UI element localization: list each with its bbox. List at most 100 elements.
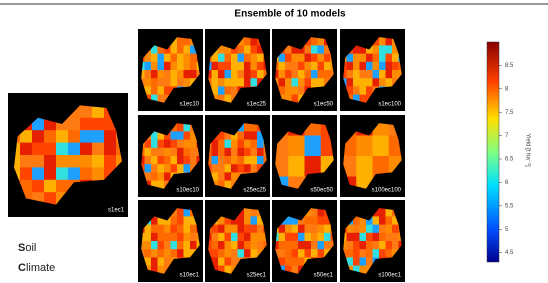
map-cell — [353, 54, 360, 63]
map-cell — [44, 130, 57, 143]
map-cell — [177, 37, 184, 46]
map-cell — [238, 249, 245, 258]
panel-label: s100ec100 — [372, 188, 402, 194]
map-cell — [212, 249, 219, 258]
map-cell — [360, 86, 367, 95]
map-cell — [104, 143, 117, 156]
map-cell — [279, 62, 286, 71]
map-cell — [373, 62, 380, 71]
map-cell — [225, 233, 232, 242]
map-cell — [360, 257, 367, 266]
map-cell — [298, 70, 305, 79]
map-cell — [360, 62, 367, 71]
map-cell — [151, 241, 158, 250]
map-cell — [68, 167, 81, 180]
map-cell — [251, 45, 258, 54]
map-cell — [244, 45, 251, 54]
map-cell — [353, 241, 360, 250]
map-cell — [244, 54, 251, 63]
map-cell — [244, 233, 251, 242]
map-cell — [104, 155, 117, 168]
map-cell — [347, 62, 354, 71]
map-cell — [225, 54, 232, 63]
map-cell — [44, 155, 57, 168]
colorbar-tick-label: 5.5 — [505, 203, 514, 209]
map-cell — [225, 249, 232, 258]
map-cell — [231, 241, 238, 250]
map-cell — [231, 54, 238, 63]
map-cell — [366, 54, 373, 63]
map-cell — [171, 249, 178, 258]
map-panel: s1ec100 — [340, 29, 406, 112]
map-cell — [212, 70, 219, 79]
map-cell — [373, 136, 390, 157]
map-cell — [356, 136, 373, 157]
map-cell — [151, 54, 158, 63]
map-cell — [324, 241, 331, 250]
map-cell — [212, 164, 219, 173]
map-cell — [244, 37, 251, 46]
figure-canvas: Ensemble of 10 models Yield [t ha⁻¹] s1e… — [0, 0, 548, 283]
map-cell — [104, 130, 117, 143]
map-cell — [318, 249, 325, 258]
map-cell — [145, 249, 152, 258]
map-cell — [32, 167, 45, 180]
map-cell — [285, 62, 292, 71]
map-cell — [212, 78, 219, 87]
map-cell — [68, 118, 81, 131]
map-cell — [92, 143, 105, 156]
map-cell — [392, 62, 399, 71]
map-cell — [184, 78, 191, 87]
map-cell — [292, 70, 299, 79]
map-cell — [218, 148, 225, 157]
map-cell — [318, 225, 325, 234]
map-cell — [231, 148, 238, 157]
map-cell — [366, 70, 373, 79]
map-cell — [164, 54, 171, 63]
map-cell — [238, 45, 245, 54]
map-cell — [218, 249, 225, 258]
map-cell — [145, 78, 152, 87]
map-cell — [218, 86, 225, 95]
map-cell — [392, 70, 399, 79]
map-cell — [251, 62, 258, 71]
map-cell — [285, 257, 292, 266]
map-cell — [151, 78, 158, 87]
map-cell — [373, 225, 380, 234]
map-cell — [324, 70, 331, 79]
map-cell — [305, 225, 312, 234]
map-cell — [171, 241, 178, 250]
map-cell — [292, 249, 299, 258]
map-cell — [311, 37, 318, 46]
map-cell — [360, 54, 367, 63]
map-cell — [171, 70, 178, 79]
map-cell — [177, 216, 184, 225]
map-cell — [353, 249, 360, 258]
map-cell — [244, 216, 251, 225]
map-cell — [158, 225, 165, 234]
map-cell — [145, 233, 152, 242]
map-cell — [244, 140, 251, 149]
panel-label: s100ec1 — [378, 273, 401, 279]
map-cell — [225, 241, 232, 250]
map-cell — [68, 155, 81, 168]
map-cell — [305, 249, 312, 258]
panel-label: s1ec100 — [378, 102, 401, 108]
map-cell — [244, 70, 251, 79]
map-cell — [225, 164, 232, 173]
map-cell — [158, 172, 165, 181]
map-cell — [353, 70, 360, 79]
map-cell — [292, 78, 299, 87]
map-cell — [238, 241, 245, 250]
map-cell — [190, 70, 197, 79]
map-cell — [177, 123, 184, 132]
map-cell — [171, 131, 178, 140]
map-cell — [218, 225, 225, 234]
map-cell — [158, 233, 165, 242]
map-cell — [292, 241, 299, 250]
map-cell — [151, 148, 158, 157]
map-cell — [244, 78, 251, 87]
colorbar-tick-label: 8 — [505, 86, 509, 92]
map-cell — [311, 78, 318, 87]
map-cell — [177, 148, 184, 157]
